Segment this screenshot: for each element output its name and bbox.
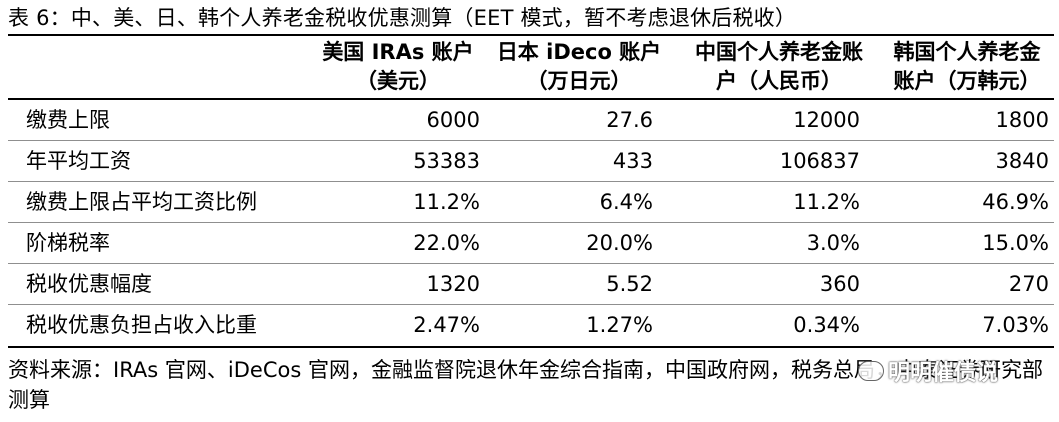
cell-jp: 27.6: [606, 108, 653, 132]
table-row: 缴费上限 6000 27.6 12000 1800: [8, 100, 1054, 141]
bottom-rule: [8, 346, 1054, 348]
cell-cn: 3.0%: [806, 231, 860, 255]
row-label: 阶梯税率: [26, 231, 110, 255]
watermark: 明明催债说: [858, 356, 998, 386]
cell-cn: 106837: [779, 149, 860, 173]
cell-jp: 6.4%: [599, 190, 653, 214]
cell-jp: 5.52: [606, 272, 653, 296]
cell-us: 11.2%: [413, 190, 480, 214]
column-header-line1: 韩国个人养老金: [893, 40, 1041, 64]
table-row: 税收优惠幅度 1320 5.52 360 270: [8, 264, 1054, 305]
cell-jp: 433: [612, 149, 653, 173]
cell-kr: 15.0%: [982, 231, 1049, 255]
column-header-line1: 美国 IRAs 账户: [322, 40, 474, 64]
source-line-2: 测算: [8, 388, 50, 412]
cell-us: 6000: [426, 108, 480, 132]
cell-kr: 270: [1008, 272, 1049, 296]
table-row: 年平均工资 53383 433 106837 3840: [8, 141, 1054, 182]
column-header-line2: （万日元）: [526, 69, 632, 93]
table-row: 阶梯税率 22.0% 20.0% 3.0% 15.0%: [8, 223, 1054, 264]
cell-kr: 3840: [995, 149, 1049, 173]
cell-us: 2.47%: [413, 313, 480, 337]
cell-cn: 360: [819, 272, 860, 296]
cell-jp: 1.27%: [586, 313, 653, 337]
column-header-kr: 韩国个人养老金 账户（万韩元）: [878, 38, 1056, 98]
column-header-cn: 中国个人养老金账 户（人民币）: [686, 38, 872, 98]
cell-cn: 12000: [793, 108, 860, 132]
column-header-us: 美国 IRAs 账户 （美元）: [308, 38, 488, 98]
top-rule: [8, 34, 1054, 36]
cell-kr: 1800: [995, 108, 1049, 132]
watermark-text: 明明催债说: [888, 361, 999, 386]
table-title: 表 6：中、美、日、韩个人养老金税收优惠测算（EET 模式，暂不考虑退休后税收）: [8, 6, 797, 30]
cell-us: 1320: [426, 272, 480, 296]
cell-kr: 7.03%: [982, 313, 1049, 337]
column-header-line1: 日本 iDeco 账户: [496, 40, 662, 64]
table-row: 缴费上限占平均工资比例 11.2% 6.4% 11.2% 46.9%: [8, 182, 1054, 223]
cell-jp: 20.0%: [586, 231, 653, 255]
cell-cn: 0.34%: [793, 313, 860, 337]
row-label: 税收优惠负担占收入比重: [26, 313, 257, 337]
row-label: 税收优惠幅度: [26, 272, 152, 296]
table-row: 税收优惠负担占收入比重 2.47% 1.27% 0.34% 7.03%: [8, 305, 1054, 346]
cell-kr: 46.9%: [982, 190, 1049, 214]
cell-us: 22.0%: [413, 231, 480, 255]
cell-us: 53383: [413, 149, 480, 173]
column-header-line2: 户（人民币）: [716, 69, 842, 93]
column-header-line1: 中国个人养老金账: [695, 40, 863, 64]
column-header-jp: 日本 iDeco 账户 （万日元）: [495, 38, 663, 98]
row-label: 缴费上限: [26, 108, 110, 132]
wechat-icon: [858, 361, 884, 381]
column-header-line2: 账户（万韩元）: [893, 69, 1041, 93]
row-label: 年平均工资: [26, 149, 131, 173]
row-label: 缴费上限占平均工资比例: [26, 190, 257, 214]
cell-cn: 11.2%: [793, 190, 860, 214]
header-rule: [8, 98, 1054, 100]
column-header-line2: （美元）: [356, 69, 440, 93]
